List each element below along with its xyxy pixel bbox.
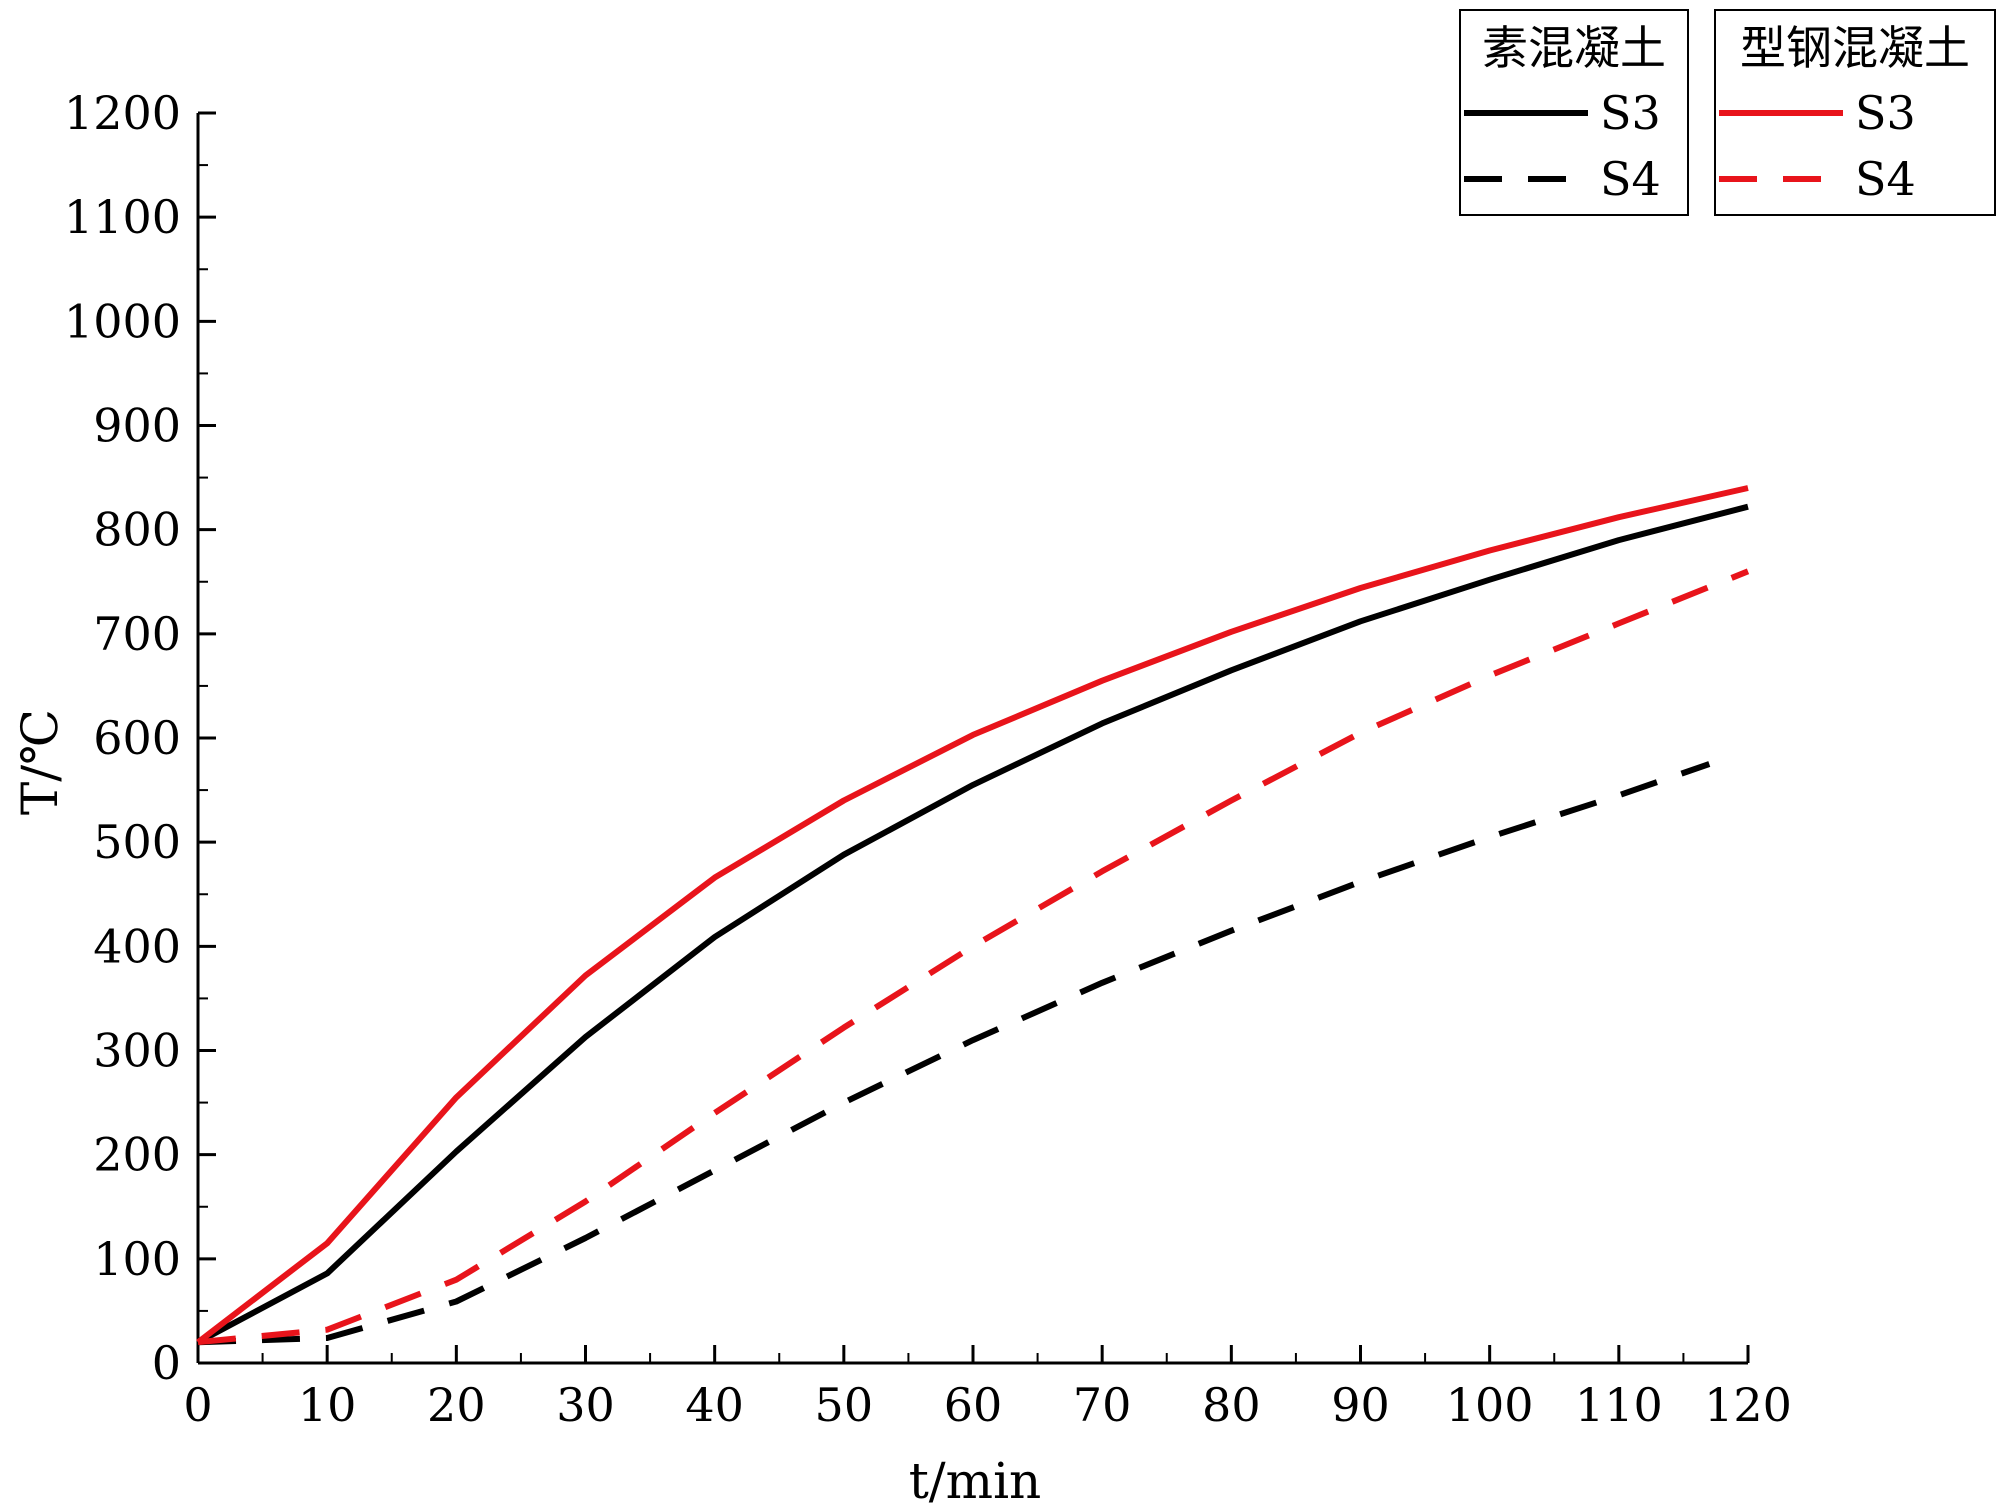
x-tick-label: 110 bbox=[1575, 1378, 1663, 1432]
legend-group-1: 型钢混凝土 S3 S4 bbox=[1714, 9, 1996, 216]
x-tick-label: 60 bbox=[944, 1378, 1003, 1432]
y-tick-label: 800 bbox=[93, 503, 181, 557]
legend: 素混凝土 S3 S4 型钢混凝土 S3 S4 bbox=[1459, 9, 1996, 216]
x-tick-label: 0 bbox=[183, 1378, 212, 1432]
legend-entry-label: S3 bbox=[1600, 86, 1661, 140]
x-tick-label: 70 bbox=[1073, 1378, 1132, 1432]
legend-entry-label: S4 bbox=[1600, 152, 1661, 206]
x-tick-label: 100 bbox=[1446, 1378, 1534, 1432]
legend-group-title: 素混凝土 bbox=[1482, 21, 1666, 75]
y-tick-label: 0 bbox=[152, 1336, 181, 1390]
x-tick-label: 20 bbox=[427, 1378, 486, 1432]
axes: 0 10 20 30 40 50 60 70 80 90 100 110 120010020030040… bbox=[64, 86, 1792, 1432]
legend-group-0: 素混凝土 S3 S4 bbox=[1459, 9, 1689, 216]
x-tick-label: 30 bbox=[556, 1378, 615, 1432]
series-layer bbox=[196, 485, 1750, 1346]
x-axis-title: t/min bbox=[909, 1452, 1042, 1509]
x-tick-label: 50 bbox=[815, 1378, 874, 1432]
series-line-1 bbox=[197, 761, 1711, 1346]
x-tick-label: 120 bbox=[1704, 1378, 1792, 1432]
x-tick-label: 90 bbox=[1331, 1378, 1390, 1432]
y-tick-label: 500 bbox=[93, 815, 181, 869]
x-tick-label: 40 bbox=[685, 1378, 744, 1432]
legend-entry-label: S3 bbox=[1855, 86, 1916, 140]
y-axis-title: T/℃ bbox=[11, 709, 69, 815]
legend-entry-label: S4 bbox=[1855, 152, 1916, 206]
y-tick-label: 1200 bbox=[64, 86, 181, 140]
y-tick-label: 200 bbox=[93, 1128, 181, 1182]
y-tick-label: 300 bbox=[93, 1024, 181, 1078]
y-tick-label: 700 bbox=[93, 607, 181, 661]
y-tick-label: 1000 bbox=[64, 294, 181, 348]
y-tick-label: 400 bbox=[93, 919, 181, 973]
series-line-2 bbox=[196, 485, 1749, 1345]
x-tick-label: 80 bbox=[1202, 1378, 1261, 1432]
x-tick-label: 10 bbox=[298, 1378, 357, 1432]
legend-group-title: 型钢混凝土 bbox=[1740, 21, 1970, 75]
y-tick-label: 900 bbox=[93, 399, 181, 453]
y-tick-label: 100 bbox=[93, 1232, 181, 1286]
y-tick-label: 1100 bbox=[64, 190, 181, 244]
series-line-3 bbox=[197, 568, 1750, 1346]
y-tick-label: 600 bbox=[93, 711, 181, 765]
series-line-0 bbox=[196, 503, 1749, 1345]
